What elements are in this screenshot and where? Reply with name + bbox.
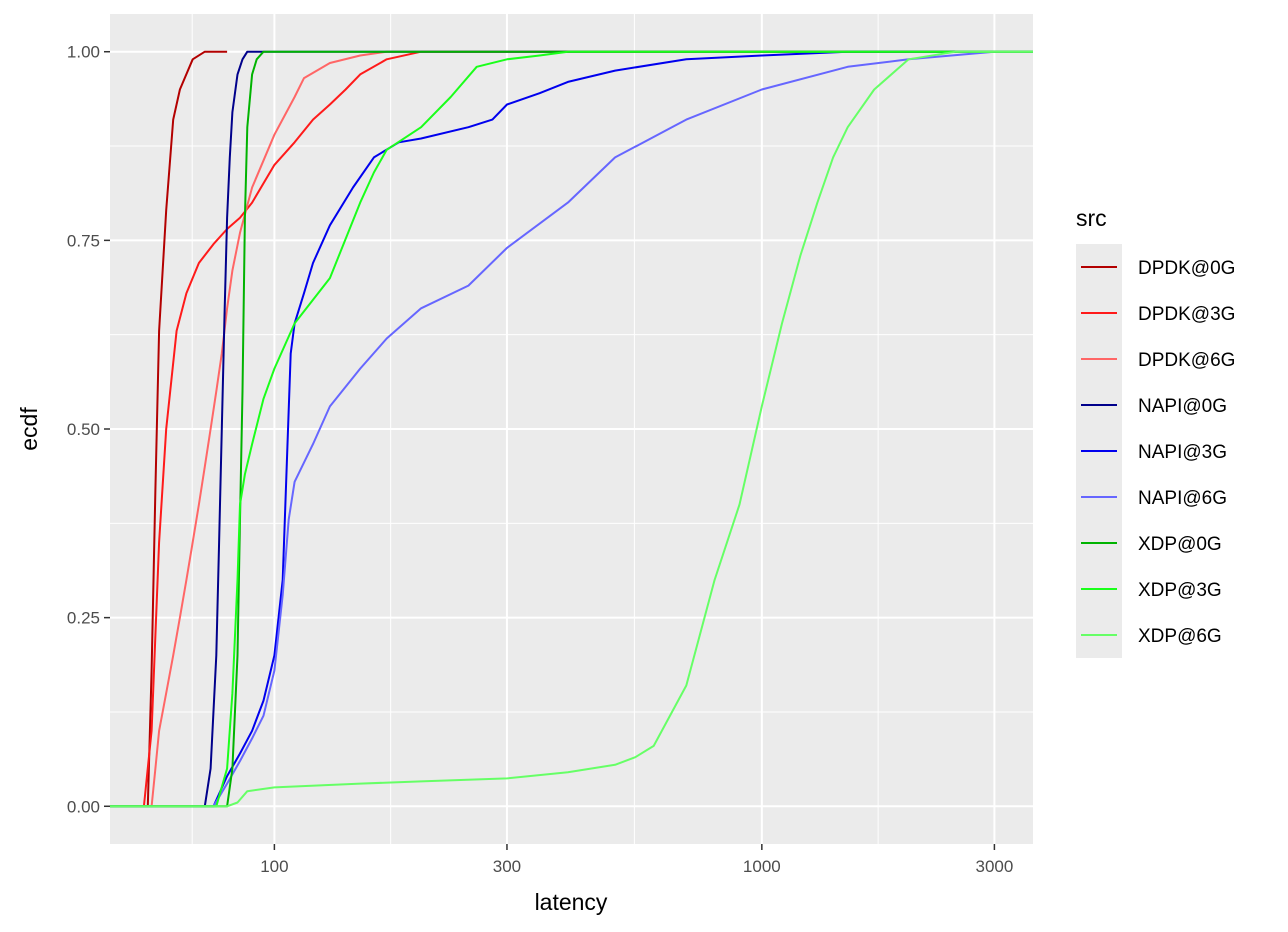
series-line-XDP@3G (110, 50, 1033, 808)
series-line-NAPI@3G (110, 50, 1033, 808)
legend-label: DPDK@6G (1138, 350, 1235, 371)
axis-ticks (104, 50, 996, 850)
series-lines (110, 50, 1033, 808)
legend: src DPDK@0G DPDK@3G DPDK@6G NAPI@0G NAPI@3G N… (1076, 205, 1235, 658)
legend-label: NAPI@0G (1138, 396, 1227, 417)
series-line-NAPI@6G (110, 50, 1033, 808)
y-tick-label: 0.25 (67, 609, 100, 628)
legend-label: XDP@3G (1138, 580, 1222, 601)
x-tick-label: 3000 (975, 857, 1013, 876)
y-tick-label: 1.00 (67, 43, 100, 62)
legend-label: XDP@0G (1138, 534, 1222, 555)
series-line-XDP@0G (110, 50, 1033, 808)
legend-label: DPDK@3G (1138, 304, 1235, 325)
legend-label: DPDK@0G (1138, 258, 1235, 279)
y-tick-label: 0.00 (67, 797, 100, 816)
legend-label: NAPI@6G (1138, 488, 1227, 509)
y-tick-labels: 0.00 0.25 0.50 0.75 1.00 (67, 43, 100, 817)
series-line-XDP@6G (110, 50, 1033, 808)
major-gridlines (110, 14, 1033, 844)
y-tick-label: 0.75 (67, 231, 100, 250)
x-tick-label: 1000 (743, 857, 781, 876)
series-line-DPDK@0G (110, 50, 228, 808)
series-line-NAPI@0G (110, 50, 1033, 808)
legend-label: NAPI@3G (1138, 442, 1227, 463)
y-axis-title: ecdf (16, 407, 42, 451)
x-tick-label: 300 (493, 857, 521, 876)
series-line-DPDK@6G (110, 50, 1033, 808)
x-tick-label: 100 (260, 857, 288, 876)
series-line-DPDK@3G (110, 50, 1033, 808)
legend-title: src (1076, 205, 1107, 231)
legend-label: XDP@6G (1138, 626, 1222, 647)
y-tick-label: 0.50 (67, 420, 100, 439)
x-tick-labels: 100 300 1000 3000 (260, 857, 1013, 876)
x-axis-title: latency (535, 889, 608, 915)
